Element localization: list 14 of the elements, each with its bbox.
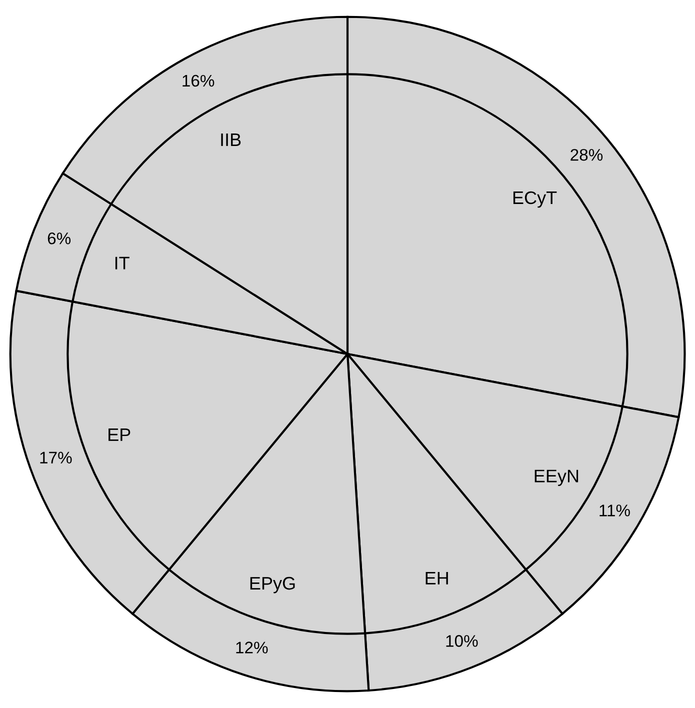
slice-label: EH: [426, 572, 448, 584]
data-label: 17%: [40, 452, 72, 464]
data-label: 10%: [446, 635, 478, 647]
slice-label: EPyG: [250, 576, 295, 594]
slice-label: ECyT: [513, 191, 557, 208]
slice-label: EP: [108, 428, 130, 441]
slice-label: IIB: [221, 134, 241, 146]
data-label: 12%: [236, 642, 268, 654]
data-label: 16%: [182, 74, 214, 87]
slice-label: EEyN: [534, 470, 578, 486]
data-label: 28%: [570, 148, 603, 161]
data-label: 6%: [48, 232, 71, 244]
slice-label: IT: [115, 256, 130, 270]
data-label: 11%: [600, 504, 630, 516]
